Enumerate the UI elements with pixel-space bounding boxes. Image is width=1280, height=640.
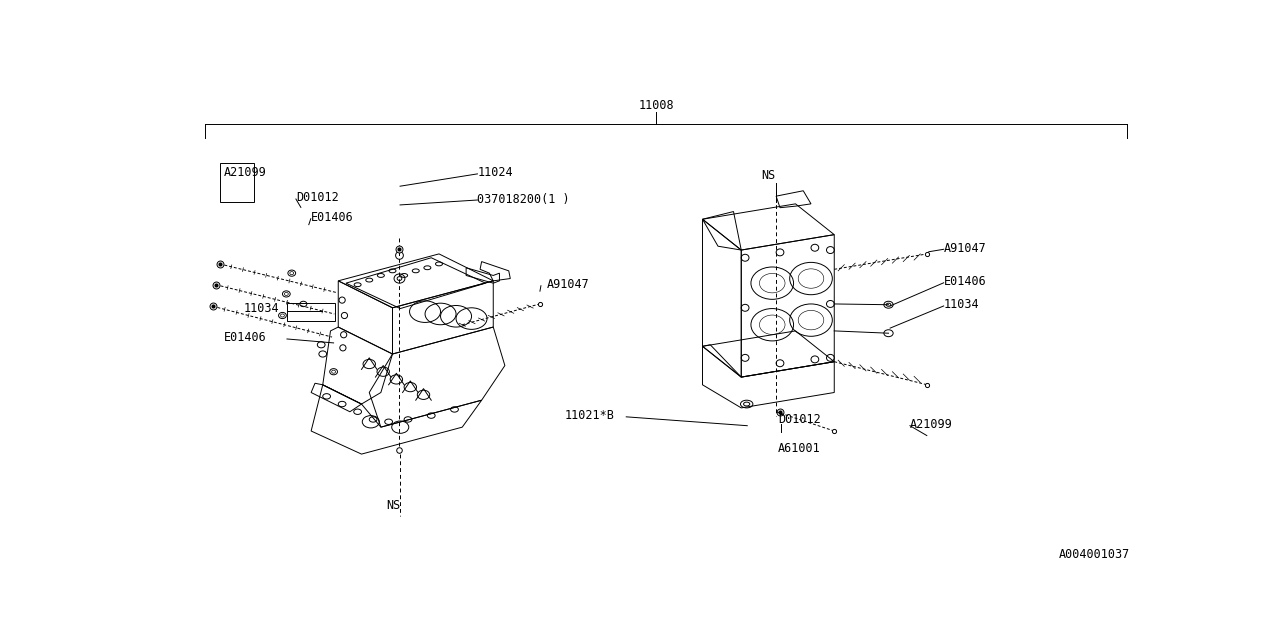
Text: E01406: E01406 <box>224 332 266 344</box>
Text: E01406: E01406 <box>311 211 353 224</box>
Text: A91047: A91047 <box>943 242 987 255</box>
Text: A61001: A61001 <box>778 442 820 456</box>
Text: NS: NS <box>762 169 776 182</box>
Text: A21099: A21099 <box>910 418 952 431</box>
Text: NS: NS <box>387 499 401 512</box>
Text: E01406: E01406 <box>943 275 987 288</box>
Text: 11034: 11034 <box>943 298 979 311</box>
Text: 037018200(1 ): 037018200(1 ) <box>477 193 570 205</box>
Bar <box>287 303 334 321</box>
Bar <box>220 163 255 202</box>
Text: A004001037: A004001037 <box>1059 548 1130 561</box>
Text: D01012: D01012 <box>296 191 339 204</box>
Text: A21099: A21099 <box>224 166 266 179</box>
Text: 11034: 11034 <box>243 302 279 315</box>
Text: 11024: 11024 <box>477 166 513 179</box>
Text: A91047: A91047 <box>547 278 590 291</box>
Text: 11008: 11008 <box>639 99 673 112</box>
Text: 11021*B: 11021*B <box>564 410 614 422</box>
Text: D01012: D01012 <box>778 413 820 426</box>
